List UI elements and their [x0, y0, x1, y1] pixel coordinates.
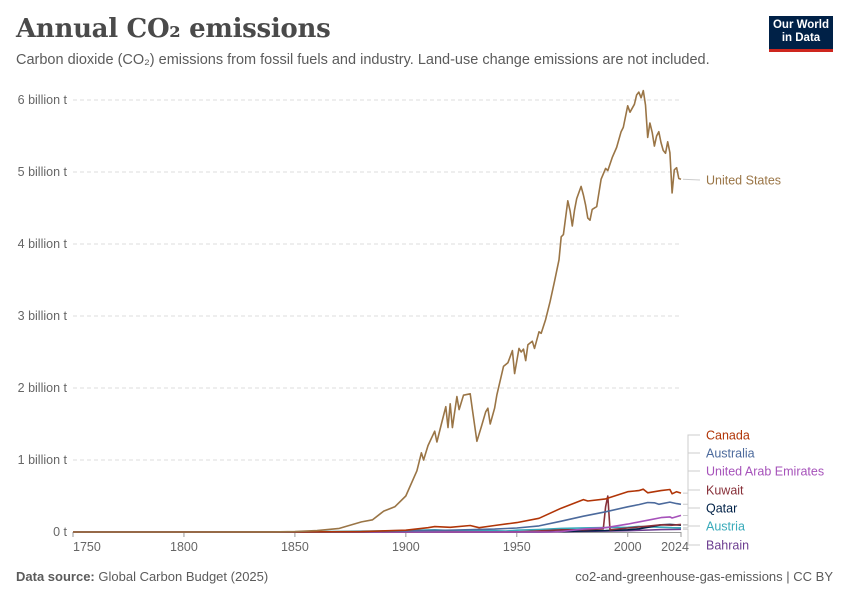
series-line-canada: [73, 488, 682, 533]
x-tick-label: 2000: [614, 540, 642, 554]
label-leader-line: [683, 452, 700, 505]
x-tick-label: 1800: [170, 540, 198, 554]
y-tick-label: 5 billion t: [18, 165, 68, 179]
x-tick-label: 1750: [73, 540, 101, 554]
y-tick-label: 2 billion t: [18, 381, 68, 395]
series-label-austria: Austria: [706, 520, 745, 534]
data-source-value[interactable]: Global Carbon Budget (2025): [98, 569, 269, 584]
label-leader-line: [683, 434, 700, 494]
series-label-united-arab-emirates: United Arab Emirates: [706, 465, 824, 479]
series-label-canada: Canada: [706, 429, 750, 443]
y-tick-label: 6 billion t: [18, 93, 68, 107]
x-tick-label: 1900: [392, 540, 420, 554]
y-tick-label: 4 billion t: [18, 237, 68, 251]
data-source: Data source: Global Carbon Budget (2025): [16, 569, 268, 584]
line-chart: 0 t 1 billion t 2 billion t 3 billion t 4 bi…: [18, 89, 824, 554]
data-source-label: Data source:: [16, 569, 95, 584]
series-label-australia: Australia: [706, 447, 755, 461]
y-tick-label: 3 billion t: [18, 309, 68, 323]
series-label-united-states: United States: [706, 174, 781, 188]
x-tick-label: 1950: [503, 540, 531, 554]
y-tick-label: 1 billion t: [18, 453, 68, 467]
y-tick-label: 0 t: [53, 525, 67, 539]
label-leader-line: [683, 525, 700, 529]
owid-logo[interactable]: Our World in Data: [769, 16, 833, 52]
chart-subtitle: Carbon dioxide (CO₂) emissions from foss…: [16, 52, 710, 68]
label-leader-line: [683, 507, 700, 526]
logo-line-1: Our World: [772, 19, 829, 31]
series-label-bahrain: Bahrain: [706, 539, 749, 553]
series-line-united-arab-emirates: [73, 514, 682, 533]
label-leader-line: [683, 489, 700, 525]
footer-attribution[interactable]: co2-and-greenhouse-gas-emissions | CC BY: [575, 569, 833, 584]
x-tick-label: 1850: [281, 540, 309, 554]
series-label-kuwait: Kuwait: [706, 484, 744, 498]
series-line-united-states: [73, 89, 682, 533]
label-leader-line: [682, 178, 701, 181]
series-label-qatar: Qatar: [706, 502, 737, 516]
x-tick-label: 2024: [661, 540, 689, 554]
logo-line-2: in Data: [781, 32, 821, 44]
chart-title: Annual CO₂ emissions: [16, 14, 331, 44]
label-leader-line: [683, 528, 700, 546]
